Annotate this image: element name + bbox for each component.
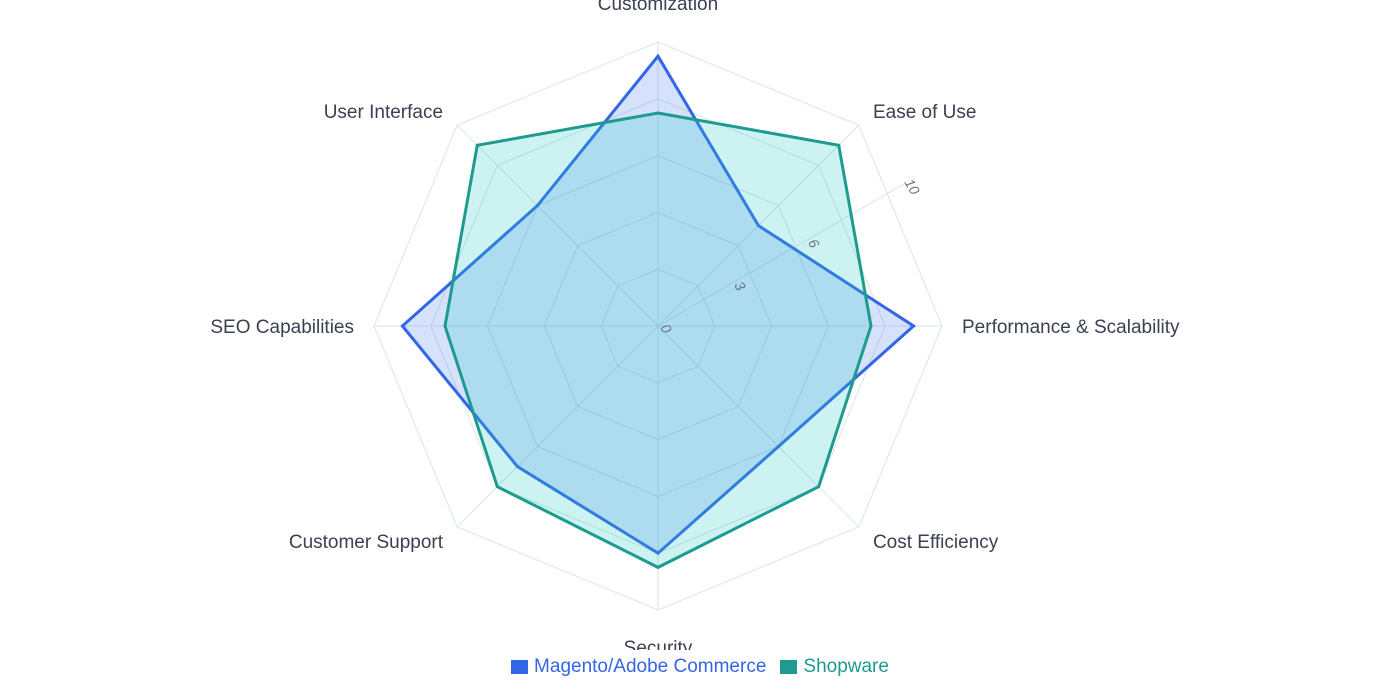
legend-label-magento: Magento/Adobe Commerce [534, 656, 767, 677]
axis-label: Customer Support [289, 532, 444, 553]
data-point [656, 551, 660, 555]
data-point [536, 204, 540, 208]
data-point [515, 465, 519, 469]
data-point [776, 444, 780, 448]
legend-label-shopware: Shopware [803, 656, 889, 677]
legend-item-shopware[interactable]: Shopware [780, 656, 889, 678]
axis-label: Customization [598, 0, 718, 15]
grid-spoke [456, 325, 659, 528]
data-point [656, 565, 660, 569]
data-point [912, 324, 916, 328]
data-point [443, 324, 447, 328]
legend: Magento/Adobe Commerce Shopware [0, 656, 1400, 678]
tick-axis [657, 183, 905, 327]
axis-label: Ease of Use [873, 102, 977, 123]
legend-swatch-magento [511, 660, 529, 674]
data-point [869, 324, 873, 328]
legend-item-magento[interactable]: Magento/Adobe Commerce [511, 656, 766, 678]
data-point [656, 54, 660, 58]
axis-label: Security [624, 638, 693, 650]
legend-swatch-shopware [780, 660, 798, 674]
tick-label: 10 [901, 176, 923, 198]
data-point [475, 143, 479, 147]
axis-label: SEO Capabilities [210, 317, 354, 338]
data-point [837, 143, 841, 147]
data-point [656, 111, 660, 115]
grid-spoke [657, 325, 860, 528]
axis-label: Cost Efficiency [873, 532, 999, 553]
axis-label: User Interface [324, 102, 443, 123]
data-point [400, 324, 404, 328]
series-area-1 [443, 111, 873, 570]
grid-spoke [456, 124, 659, 327]
data-point [817, 485, 821, 489]
data-point [756, 224, 760, 228]
axis-label: Performance & Scalability [962, 317, 1180, 338]
data-point [495, 485, 499, 489]
